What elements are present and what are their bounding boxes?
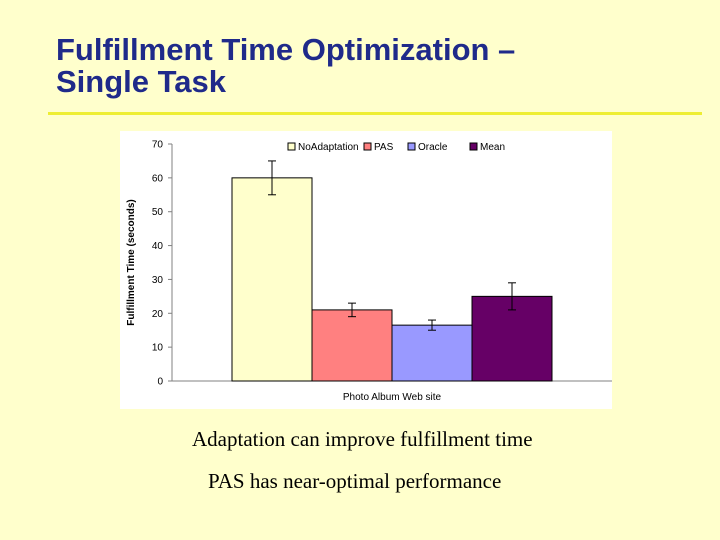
bar-pas <box>311 309 393 382</box>
bar-chart: 0 10 20 30 40 50 60 70 Fulfillment Time (seconds… <box>126 140 612 403</box>
title-divider <box>48 112 702 115</box>
legend-label-pas: PAS <box>374 142 394 153</box>
bar-noadaptation <box>231 177 313 382</box>
y-tick-label: 20 <box>152 309 164 320</box>
y-tick-label: 40 <box>152 241 164 252</box>
slide-title-line-2: Single Task <box>56 64 226 99</box>
legend-swatch-noadaptation <box>287 142 296 151</box>
legend-swatch-mean <box>469 142 478 151</box>
x-axis-title: Photo Album Web site <box>343 392 442 403</box>
y-tick-label: 60 <box>152 173 164 184</box>
y-tick-label: 70 <box>152 140 164 151</box>
legend-label-noadaptation: NoAdaptation <box>298 142 359 153</box>
y-tick-label: 30 <box>152 275 164 286</box>
y-tick-label: 10 <box>152 343 164 354</box>
chart-panel: 0 10 20 30 40 50 60 70 Fulfillment Time (seconds… <box>120 131 612 409</box>
legend-swatch-pas <box>363 142 372 151</box>
y-tick-label: 50 <box>152 207 164 218</box>
caption-pas: PAS has near-optimal performance <box>208 469 502 493</box>
bar-oracle <box>391 324 473 382</box>
caption-adaptation: Adaptation can improve fulfillment time <box>192 427 533 451</box>
legend-swatch-oracle <box>407 142 416 151</box>
legend-label-oracle: Oracle <box>418 142 448 153</box>
slide-title: Fulfillment Time Optimization – Single T… <box>56 34 676 98</box>
slide-title-line-1: Fulfillment Time Optimization – <box>56 32 516 67</box>
y-tick-label: 0 <box>157 377 163 388</box>
y-axis-title: Fulfillment Time (seconds) <box>126 199 137 326</box>
legend-label-mean: Mean <box>480 142 505 153</box>
